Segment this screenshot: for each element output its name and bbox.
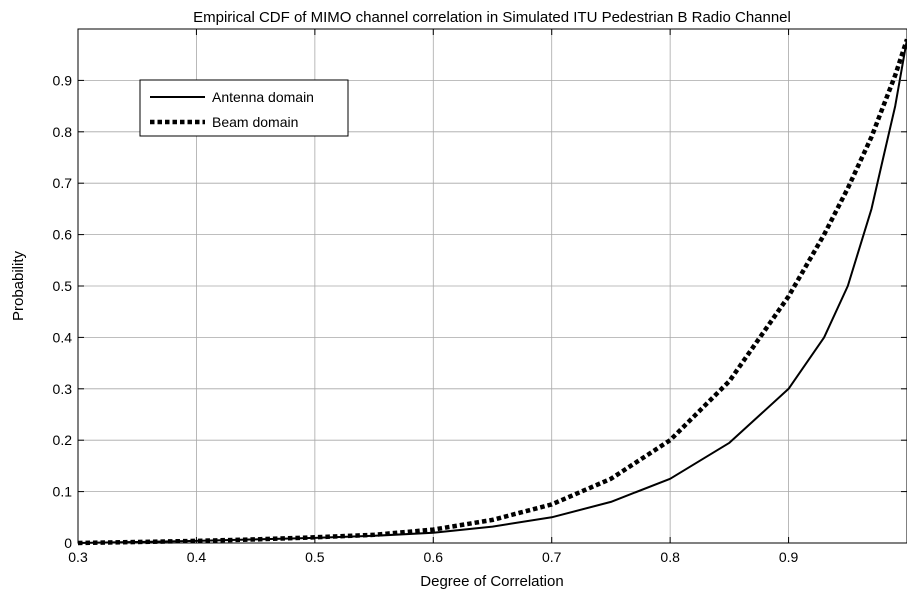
y-tick-label: 0	[64, 535, 72, 551]
x-tick-label: 0.6	[424, 549, 444, 565]
legend-label-beam-domain: Beam domain	[212, 114, 298, 130]
x-axis-label: Degree of Correlation	[420, 573, 563, 590]
legend-box	[139, 79, 349, 137]
y-tick-label: 0.1	[53, 484, 73, 500]
y-tick-label: 0.5	[53, 278, 73, 294]
series-line-beam-domain	[77, 38, 907, 546]
y-tick-label: 0.8	[53, 124, 73, 140]
x-tick-label: 0.5	[305, 549, 325, 565]
y-tick-label: 0.9	[53, 72, 73, 88]
x-tick-label: 0.3	[68, 549, 88, 565]
y-axis-label: Probability	[10, 250, 27, 321]
x-tick-label: 0.4	[187, 549, 207, 565]
x-tick-label: 0.9	[779, 549, 799, 565]
y-tick-label: 0.4	[53, 329, 73, 345]
axis-ticks: 0.3 0.4 0.5 0.6 0.7 0.8 0.9 0 0.1 0.2 0.3 0.4 0.5 0.6…	[53, 29, 907, 565]
grid-lines	[78, 29, 907, 543]
y-tick-label: 0.3	[53, 381, 73, 397]
series-lines	[77, 38, 907, 546]
y-tick-label: 0.7	[53, 175, 73, 191]
legend-label-antenna-domain: Antenna domain	[212, 89, 314, 105]
chart-title: Empirical CDF of MIMO channel correlatio…	[193, 9, 791, 26]
y-tick-label: 0.6	[53, 227, 73, 243]
series-line-antenna-domain	[77, 39, 907, 544]
y-tick-label: 0.2	[53, 432, 73, 448]
x-tick-label: 0.8	[660, 549, 680, 565]
legend: Antenna domain Beam domain	[139, 79, 349, 137]
x-tick-label: 0.7	[542, 549, 562, 565]
